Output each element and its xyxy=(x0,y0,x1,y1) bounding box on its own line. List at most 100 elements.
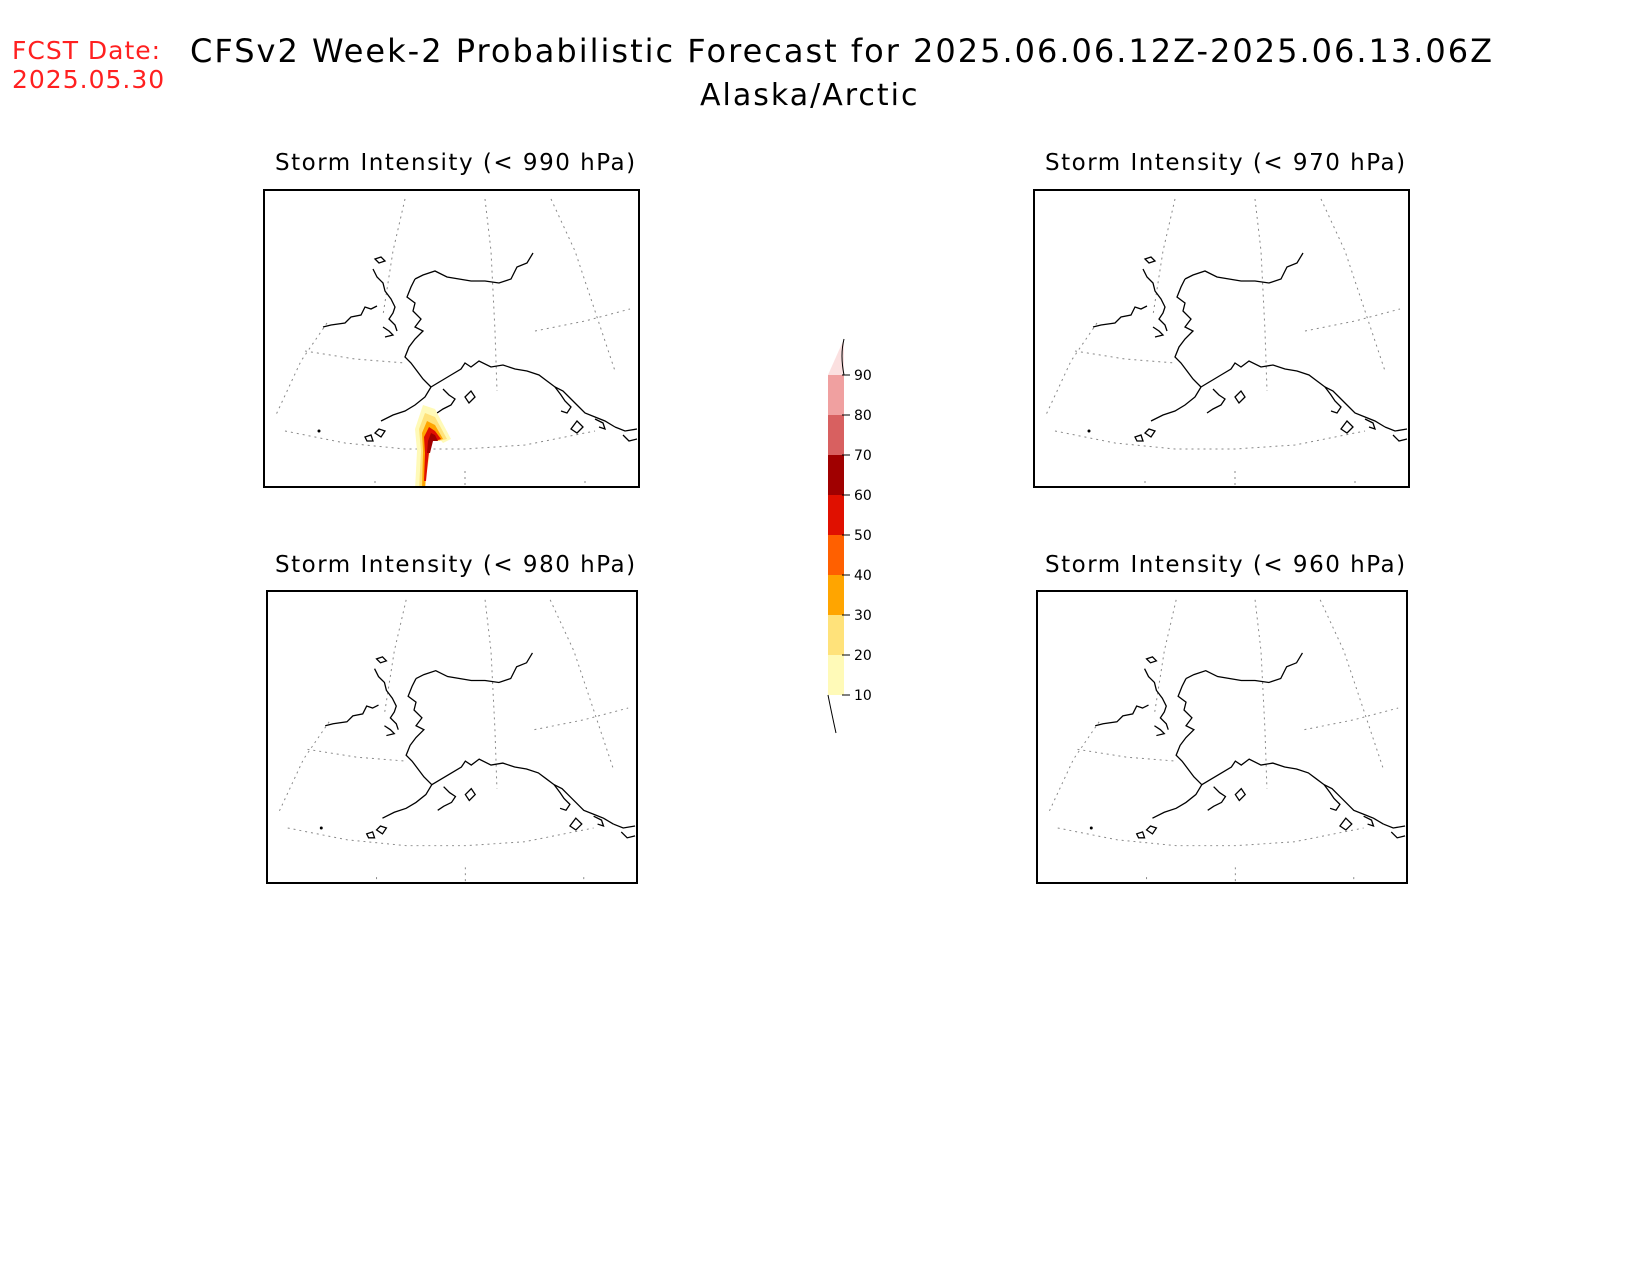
coastline xyxy=(1154,725,1166,737)
graticule-line xyxy=(307,748,407,762)
coastline xyxy=(1143,428,1157,438)
colorbar-bin xyxy=(828,415,844,455)
map-features xyxy=(1044,198,1408,486)
coastline xyxy=(415,652,533,684)
graticule-line xyxy=(1153,599,1177,715)
coastline xyxy=(380,386,432,422)
coastline xyxy=(1150,386,1202,422)
map-svg-970 xyxy=(1044,198,1408,486)
coastline xyxy=(405,678,433,786)
colorbar-tick-label: 90 xyxy=(854,368,872,384)
coastline xyxy=(1145,656,1158,664)
coastline xyxy=(1092,305,1148,328)
coastline xyxy=(569,817,583,831)
map-features xyxy=(277,599,636,882)
coastline xyxy=(614,426,638,432)
coastline xyxy=(373,668,399,730)
coastline xyxy=(620,831,636,839)
fcst-date-label: FCST Date: xyxy=(12,36,162,65)
colorbar-cap-top xyxy=(828,339,844,375)
island-dot xyxy=(1089,826,1093,830)
graticule-line xyxy=(484,198,498,392)
graticule-line xyxy=(1044,322,1098,418)
coastline xyxy=(414,252,534,284)
map-panel-990 xyxy=(263,189,640,488)
colorbar-tick-label: 70 xyxy=(854,448,872,464)
colorbar-tick-label: 20 xyxy=(854,648,872,664)
coastline xyxy=(553,784,571,812)
coastline xyxy=(382,326,395,338)
graticule-line xyxy=(304,350,406,364)
panel-title-980: Storm Intensity (< 980 hPa) xyxy=(275,552,637,578)
prob-contour-60 xyxy=(427,433,438,453)
colorbar-bin xyxy=(828,455,844,495)
map-features xyxy=(274,198,638,486)
colorbar-bin xyxy=(828,615,844,655)
graticule-line xyxy=(1057,827,1364,847)
panel-title-960: Storm Intensity (< 960 hPa) xyxy=(1045,552,1407,578)
probability-shading xyxy=(415,405,451,486)
graticule-line xyxy=(1304,707,1399,731)
coastline xyxy=(1207,786,1227,811)
coastline xyxy=(373,428,387,438)
colorbar-bin xyxy=(828,535,844,575)
coastline xyxy=(1390,831,1406,839)
coastline xyxy=(1324,386,1342,414)
coastline xyxy=(1363,815,1375,828)
coastline xyxy=(464,787,477,802)
panel-title-970: Storm Intensity (< 970 hPa) xyxy=(1045,150,1407,176)
coastline xyxy=(594,418,607,431)
coastline xyxy=(570,420,584,434)
graticule-line xyxy=(383,599,407,715)
coastline xyxy=(372,268,398,332)
graticule-line xyxy=(1304,308,1401,332)
graticule-line xyxy=(287,827,594,847)
coastline xyxy=(622,434,638,442)
graticule-line xyxy=(1319,599,1384,770)
colorbar-bin xyxy=(828,655,844,695)
map-panel-980 xyxy=(266,590,638,884)
map-panel-960 xyxy=(1036,590,1408,884)
island-dot xyxy=(319,826,323,830)
coastline xyxy=(382,784,433,819)
colorbar-tick-label: 40 xyxy=(854,568,872,584)
graticule-line xyxy=(1254,198,1268,392)
coastline xyxy=(1095,704,1149,727)
graticule-line xyxy=(1074,350,1176,364)
graticule-line xyxy=(534,707,629,731)
coastline xyxy=(1234,787,1247,802)
coastline xyxy=(1323,784,1341,812)
colorbar-cap-edge xyxy=(841,338,845,376)
coastline xyxy=(554,386,572,414)
colorbar-tick-label: 50 xyxy=(854,528,872,544)
graticule-line xyxy=(1054,430,1366,450)
colorbar-bin xyxy=(828,495,844,535)
colorbar-bin xyxy=(828,575,844,615)
coastline xyxy=(384,725,396,737)
graticule-line xyxy=(1077,748,1177,762)
colorbar-tick-label: 80 xyxy=(854,408,872,424)
graticule-line xyxy=(284,430,596,450)
graticule-line xyxy=(274,322,328,418)
map-svg-960 xyxy=(1047,599,1406,882)
island-dot xyxy=(1087,429,1091,433)
coastline xyxy=(1184,252,1304,284)
page-subtitle: Alaska/Arctic xyxy=(700,78,920,113)
graticule-line xyxy=(1152,198,1176,316)
coastline xyxy=(1145,825,1158,835)
coastline xyxy=(365,831,376,839)
island-dot xyxy=(317,429,321,433)
page-title: CFSv2 Week-2 Probabilistic Forecast for … xyxy=(190,32,1495,70)
coastline xyxy=(1201,758,1384,825)
coastline xyxy=(431,758,614,825)
graticule-line xyxy=(550,198,616,372)
coastline xyxy=(1200,360,1386,428)
graticule-line xyxy=(277,721,330,815)
coastline xyxy=(404,278,432,388)
coastline xyxy=(1185,652,1303,684)
graticule-line xyxy=(1047,721,1100,815)
map-features xyxy=(1047,599,1406,882)
coastline xyxy=(375,656,388,664)
coastline xyxy=(1142,268,1168,332)
coastline xyxy=(1384,426,1408,432)
